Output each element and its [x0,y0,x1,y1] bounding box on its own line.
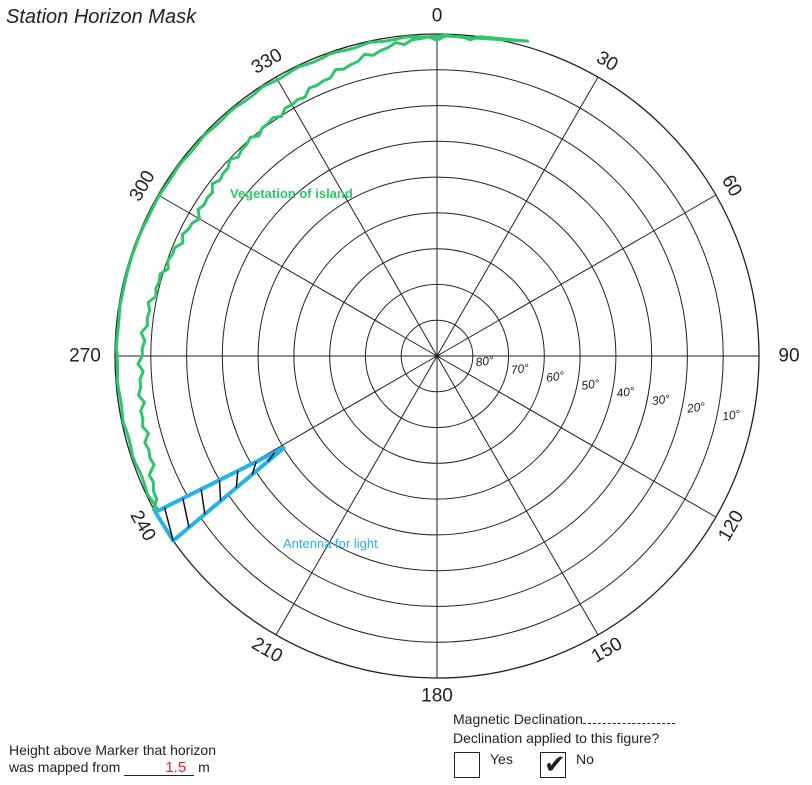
azimuth-label-330: 330 [248,45,286,79]
azimuth-spoke-300 [157,194,438,357]
vegetation-top-edge [478,35,529,43]
magnetic-declination-label: Magnetic Declination [453,711,583,727]
antenna-label: Antenna for light [283,536,378,551]
magnetic-declination-row: Magnetic Declination [453,710,675,729]
no-label: No [576,751,594,767]
height-above-marker: Height above Marker that horizon was map… [9,742,216,776]
elevation-label-60: 60° [545,368,565,384]
azimuth-spoke-210 [275,355,438,636]
antenna-obstruction [153,446,286,543]
vegetation-inner-edge [136,34,480,517]
elevation-label-80: 80° [475,353,495,369]
yes-checkbox[interactable] [454,752,480,778]
azimuth-label-0: 0 [432,6,443,27]
azimuth-label-120: 120 [714,507,748,545]
yes-label: Yes [490,751,513,767]
no-check-icon: ✔ [544,749,566,779]
chart-title: Station Horizon Mask [6,6,197,28]
elevation-label-40: 40° [616,384,636,400]
elevation-label-50: 50° [580,376,600,392]
azimuth-spoke-30 [436,76,599,357]
height-line-1: Height above Marker that horizon [9,742,216,758]
azimuth-label-180: 180 [421,686,453,707]
elevation-label-70: 70° [510,361,530,377]
elevation-label-20: 20° [685,399,706,416]
azimuth-label-270: 270 [69,346,101,367]
polar-grid [114,33,760,679]
azimuth-label-60: 60 [717,172,746,201]
elevation-label-10: 10° [721,407,741,423]
vegetation-label: Vegetation of island [230,186,353,201]
azimuth-label-90: 90 [778,346,799,367]
azimuth-spoke-150 [436,355,599,636]
vegetation-outer-edge [115,33,479,517]
azimuth-spoke-120 [436,355,717,518]
magnetic-declination-field[interactable] [582,711,675,724]
azimuth-label-30: 30 [593,47,622,76]
azimuth-spoke-330 [275,76,438,357]
height-line-2: was mapped from 1.5 m [9,759,216,776]
height-unit: m [198,759,210,775]
elevation-label-30: 30° [651,392,671,408]
azimuth-label-150: 150 [588,633,626,667]
height-prefix: was mapped from [9,759,121,775]
elevation-labels: 80° 70° 60° 50° 40° 30° 20° 10° [475,353,742,423]
height-value-field[interactable]: 1.5 [124,760,195,776]
antenna-lattice [163,452,276,541]
no-checkbox[interactable]: ✔ [540,749,566,779]
azimuth-label-210: 210 [248,633,286,667]
declination-question: Declination applied to this figure? [453,730,660,746]
declination-section: Magnetic Declination Declination applied… [453,710,675,748]
azimuth-label-300: 300 [126,167,160,205]
azimuth-spoke-60 [436,194,717,357]
vegetation-obstruction [115,33,529,517]
